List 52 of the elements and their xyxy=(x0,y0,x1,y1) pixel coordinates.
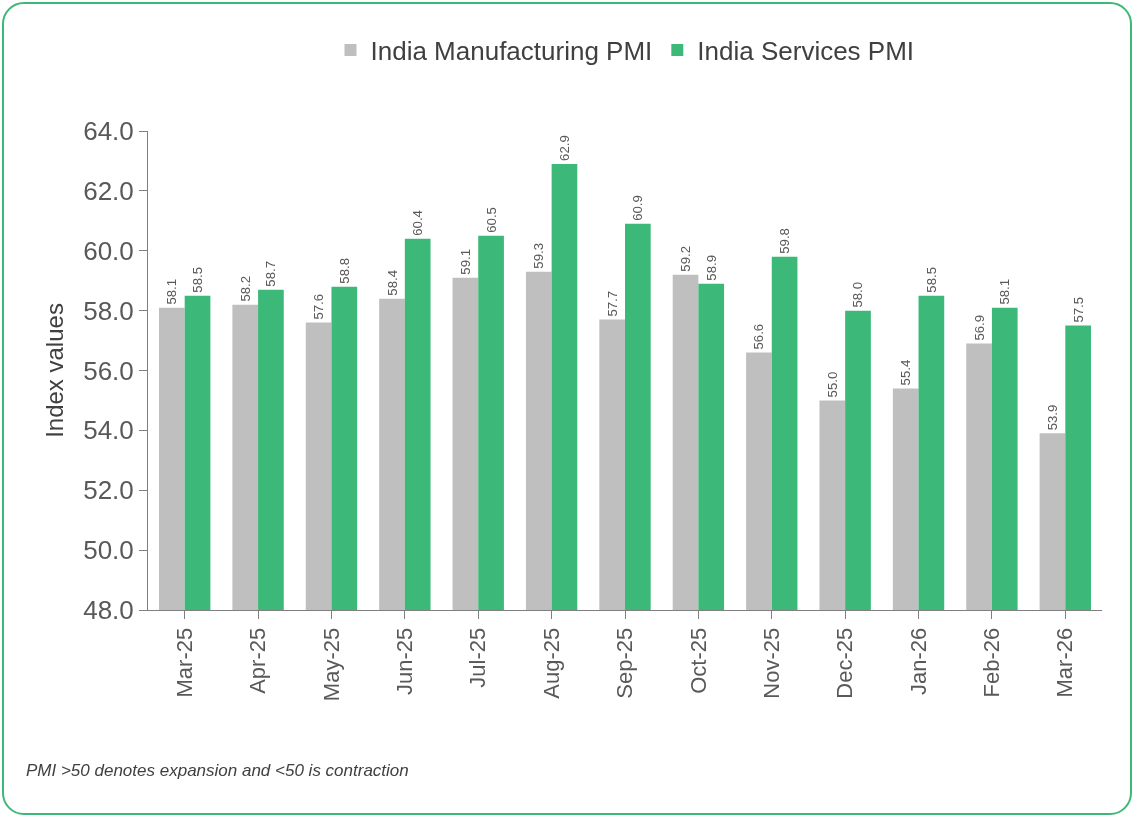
data-label: 57.7 xyxy=(604,290,620,317)
x-tick-label: Mar-26 xyxy=(1052,627,1078,698)
data-label: 60.5 xyxy=(483,207,499,233)
x-tick-label: Feb-26 xyxy=(979,627,1005,698)
x-tick-label: Dec-25 xyxy=(832,627,858,699)
data-label: 56.6 xyxy=(751,323,767,350)
x-tick-label: Sep-25 xyxy=(612,627,638,699)
data-label: 57.6 xyxy=(311,293,327,320)
data-label: 58.5 xyxy=(190,266,206,293)
y-tick-label: 56.0 xyxy=(83,355,134,386)
y-tick-label: 48.0 xyxy=(83,595,134,626)
x-tick-label: Jan-26 xyxy=(905,627,931,696)
data-label: 58.1 xyxy=(164,278,180,305)
data-label: 58.1 xyxy=(997,278,1013,305)
x-tick-label: Nov-25 xyxy=(758,627,784,699)
data-label: 59.1 xyxy=(457,249,473,275)
data-label: 60.4 xyxy=(410,210,426,236)
data-label: 58.9 xyxy=(703,255,719,281)
y-tick-label: 58.0 xyxy=(83,295,134,326)
data-label: 56.9 xyxy=(971,314,987,341)
data-label: 59.8 xyxy=(777,228,793,254)
y-tick-label: 60.0 xyxy=(83,235,134,266)
x-tick-label: Aug-25 xyxy=(538,627,564,699)
data-label: 55.4 xyxy=(898,359,914,386)
legend-label: India Manufacturing PMI xyxy=(370,36,653,67)
data-label: 58.4 xyxy=(384,269,400,296)
data-label: 55.0 xyxy=(824,371,840,398)
data-label: 58.2 xyxy=(237,275,253,302)
x-tick-label: Oct-25 xyxy=(685,627,711,694)
x-tick-label: Apr-25 xyxy=(245,627,271,694)
y-tick-label: 54.0 xyxy=(83,415,134,446)
y-tick-label: 62.0 xyxy=(83,175,134,206)
data-label: 58.7 xyxy=(263,260,279,287)
data-label: 62.9 xyxy=(556,135,572,161)
data-label: 58.0 xyxy=(850,281,866,308)
data-label: 57.5 xyxy=(1070,296,1086,323)
x-tick-label: Jul-25 xyxy=(465,627,491,688)
data-label: 53.9 xyxy=(1044,404,1060,431)
text: PMI >50 denotes expansion and <50 is contraction xyxy=(26,761,409,780)
y-axis-title: Index values xyxy=(41,303,69,438)
y-tick-label: 64.0 xyxy=(83,116,134,147)
data-label: 58.8 xyxy=(336,258,352,284)
data-label: 60.9 xyxy=(630,195,646,221)
y-tick-label: 50.0 xyxy=(83,535,134,566)
x-tick-label: Jun-25 xyxy=(392,627,417,696)
x-tick-label: May-25 xyxy=(318,627,344,702)
data-label: 59.3 xyxy=(531,243,547,269)
x-tick-label: Mar-25 xyxy=(171,627,197,698)
data-label: 59.2 xyxy=(678,246,694,272)
data-label: 58.5 xyxy=(923,266,939,293)
legend-label: India Services PMI xyxy=(697,36,915,67)
y-tick-label: 52.0 xyxy=(83,475,134,506)
